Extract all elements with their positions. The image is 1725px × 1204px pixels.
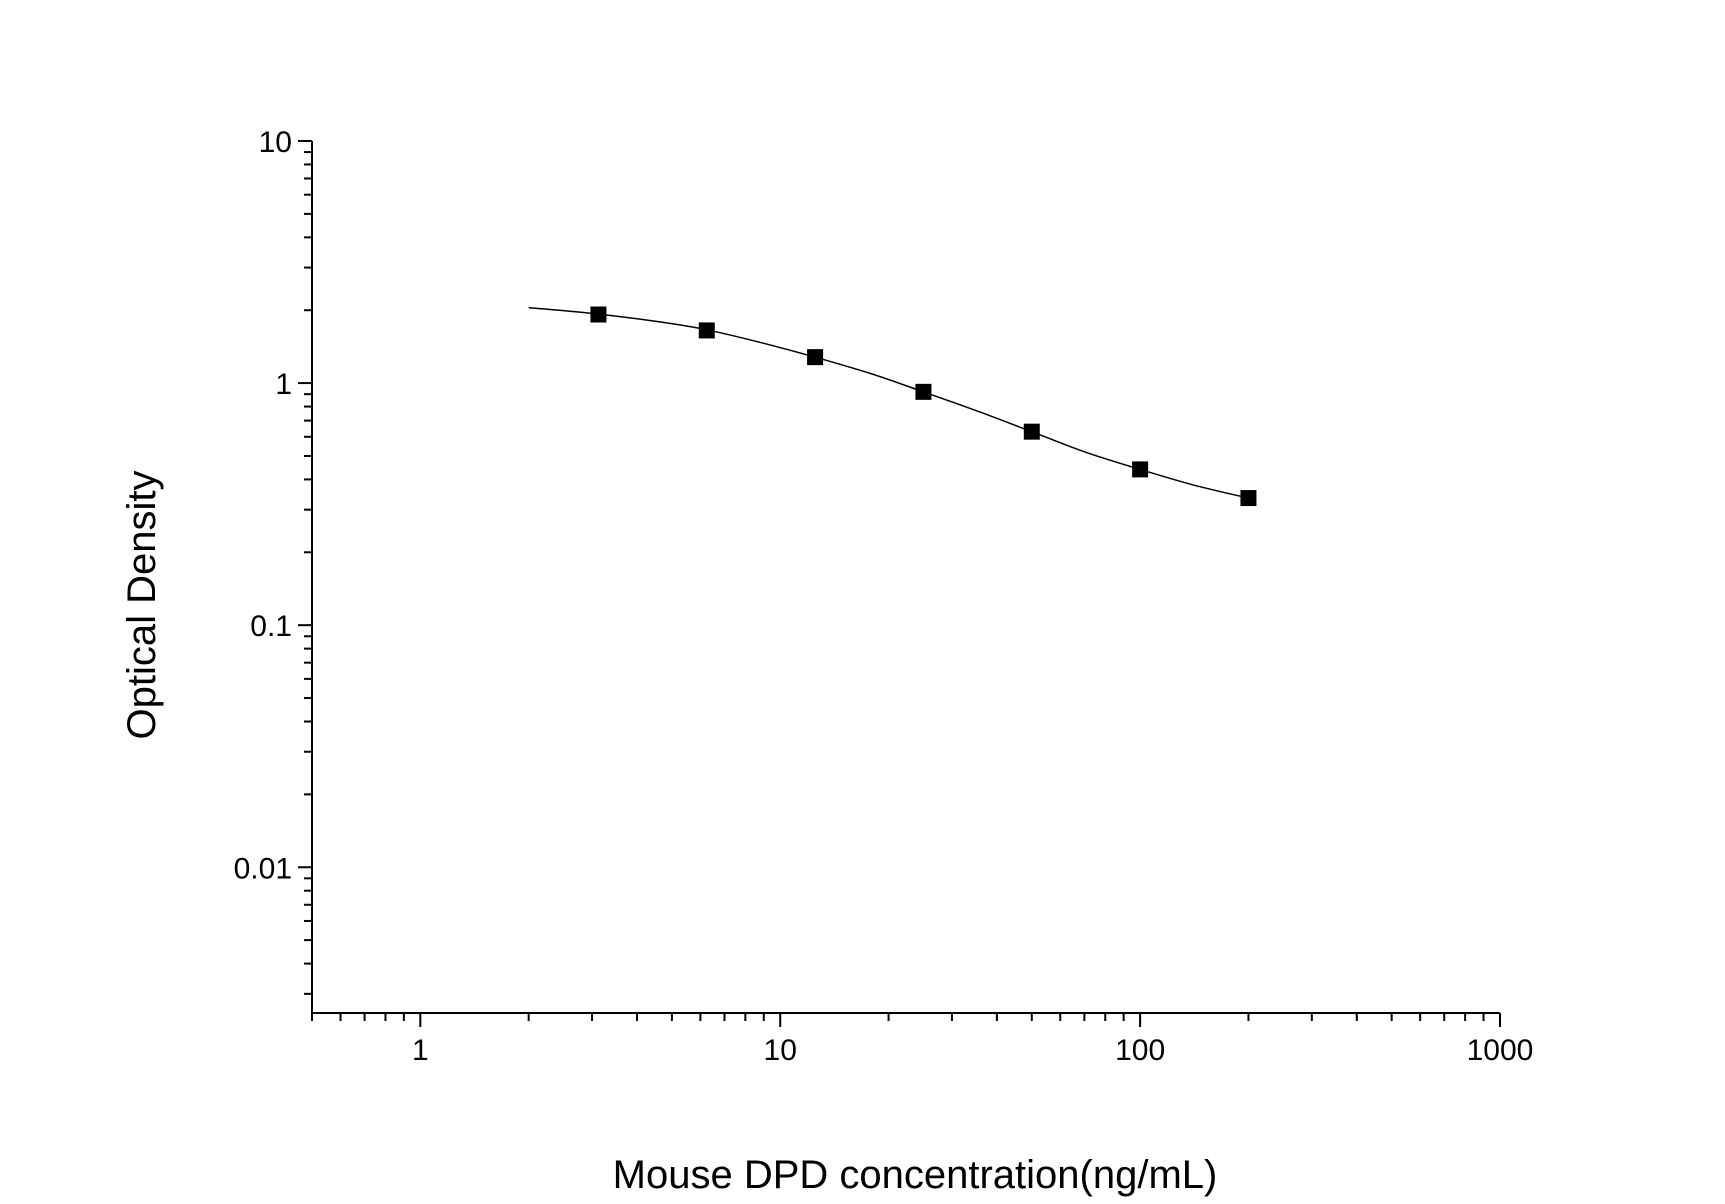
data-point <box>807 349 824 366</box>
axes: 1 10 100 1000 10 1 0.1 0.01 <box>234 126 1534 1067</box>
x-tick-label: 1000 <box>1467 1034 1534 1067</box>
x-tick-label: 1 <box>412 1034 429 1067</box>
data-point <box>590 306 607 323</box>
x-tick-label: 100 <box>1115 1034 1165 1067</box>
y-axis-title: Optical Density <box>120 471 164 740</box>
y-tick-label: 0.01 <box>234 852 292 885</box>
data-point <box>915 383 932 400</box>
data-point <box>1240 490 1257 507</box>
y-tick-label: 10 <box>259 126 292 159</box>
x-tick-label: 10 <box>764 1034 797 1067</box>
y-tick-label: 0.1 <box>250 610 292 643</box>
data-point <box>1023 423 1040 440</box>
y-tick-label: 1 <box>275 368 292 401</box>
data-point <box>698 322 715 339</box>
data-point <box>1132 461 1149 478</box>
data-points-layer <box>590 306 1257 507</box>
x-axis-title: Mouse DPD concentration(ng/mL) <box>613 1153 1218 1197</box>
